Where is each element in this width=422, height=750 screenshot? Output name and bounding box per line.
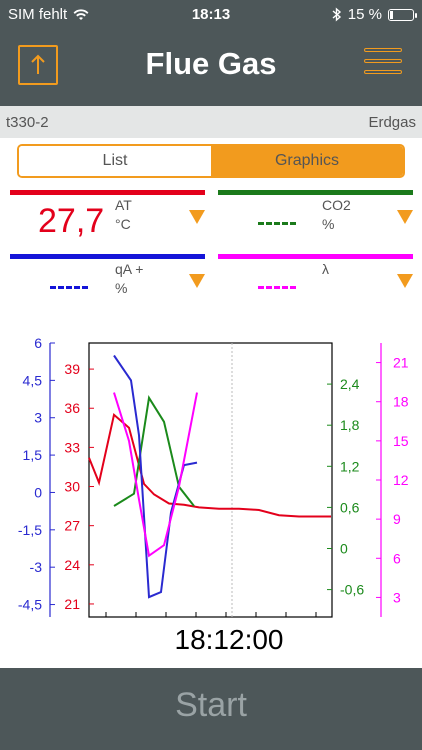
red-tick-label: 39 (64, 361, 80, 377)
share-button[interactable] (18, 45, 58, 85)
time-axis-label: 18:12:00 (175, 624, 284, 655)
green-tick-label: 0 (340, 541, 348, 557)
blue-tick-label: 6 (34, 335, 42, 351)
start-bar: Start (0, 668, 422, 750)
tile-unit: % (115, 280, 128, 296)
battery-percent: 15 % (347, 6, 382, 23)
legend-dash (258, 286, 296, 289)
tile-name: AT (115, 197, 132, 213)
legend-dash (258, 222, 296, 225)
green-tick-label: 1,2 (340, 458, 360, 474)
red-tick-label: 27 (64, 518, 80, 534)
series-line-AT (88, 412, 331, 518)
magenta-tick-label: 21 (393, 355, 409, 371)
view-switcher: List Graphics (17, 144, 405, 178)
blue-tick-label: -4,5 (18, 597, 42, 613)
series-line-qA (113, 354, 198, 599)
tile-color-bar (10, 190, 205, 195)
red-tick-label: 30 (64, 479, 80, 495)
magenta-tick-label: 6 (393, 550, 401, 566)
green-tick-label: 0,6 (340, 499, 360, 515)
start-button[interactable]: Start (175, 686, 247, 724)
blue-tick-label: 3 (34, 410, 42, 426)
device-label: t330-2 (6, 114, 49, 131)
blue-tick-label: 0 (34, 484, 42, 500)
green-tick-label: 1,8 (340, 417, 360, 433)
green-tick-label: -0,6 (340, 582, 364, 598)
clock: 18:13 (191, 6, 231, 23)
menu-line (364, 70, 402, 74)
status-left: SIM fehlt (8, 6, 89, 23)
tile-at[interactable]: AT °C 27,7 (10, 190, 205, 250)
magenta-tick-label: 15 (393, 433, 409, 449)
red-tick-label: 24 (64, 557, 80, 573)
red-tick-label: 21 (64, 596, 80, 612)
dropdown-arrow-icon[interactable] (397, 210, 413, 224)
trend-chart: 64,531,50-1,5-3-4,5393633302724212,41,81… (18, 335, 409, 655)
info-bar: t330-2 Erdgas (0, 106, 422, 138)
red-tick-label: 36 (64, 400, 80, 416)
tile-color-bar (218, 254, 413, 259)
tab-list[interactable]: List (19, 146, 211, 176)
tile-co2[interactable]: CO2 % (218, 190, 413, 250)
tile-name: λ (322, 261, 329, 277)
tile-name: qA + (115, 261, 144, 277)
page-title: Flue Gas (145, 46, 277, 81)
tab-graphics[interactable]: Graphics (211, 146, 403, 176)
blue-tick-label: 1,5 (23, 447, 43, 463)
blue-tick-label: -1,5 (18, 522, 42, 538)
status-bar: SIM fehlt 18:13 15 % (0, 0, 422, 28)
tile-unit: °C (115, 216, 131, 232)
share-icon (31, 54, 45, 74)
tile-lambda[interactable]: λ (218, 254, 413, 314)
red-tick-label: 33 (64, 439, 80, 455)
wifi-icon (73, 8, 89, 20)
legend-dash (50, 286, 88, 289)
blue-tick-label: -3 (30, 559, 43, 575)
bluetooth-icon (332, 7, 341, 22)
tile-name: CO2 (322, 197, 351, 213)
battery-level (390, 10, 394, 19)
battery-icon (388, 8, 417, 21)
plot-frame (88, 342, 333, 618)
magenta-tick-label: 18 (393, 394, 409, 410)
nav-bar: Flue Gas (0, 28, 422, 106)
magenta-tick-label: 9 (393, 511, 401, 527)
tile-color-bar (10, 254, 205, 259)
blue-tick-label: 4,5 (23, 372, 43, 388)
carrier-label: SIM fehlt (8, 6, 68, 23)
magenta-tick-label: 12 (393, 472, 409, 488)
tile-value: 27,7 (38, 202, 105, 240)
fuel-label: Erdgas (368, 114, 416, 131)
dropdown-arrow-icon[interactable] (397, 274, 413, 288)
menu-line (364, 59, 402, 63)
series-line-CO2 (113, 394, 195, 507)
tile-qa[interactable]: qA + % (10, 254, 205, 314)
magenta-tick-label: 3 (393, 589, 401, 605)
green-tick-label: 2,4 (340, 376, 360, 392)
dropdown-arrow-icon[interactable] (189, 210, 205, 224)
menu-button[interactable] (364, 48, 402, 82)
tile-unit: % (322, 216, 335, 232)
hamburger-menu-icon (364, 48, 402, 52)
dropdown-arrow-icon[interactable] (189, 274, 205, 288)
status-right: 15 % (332, 6, 417, 23)
series-line- (113, 392, 198, 558)
tile-color-bar (218, 190, 413, 195)
